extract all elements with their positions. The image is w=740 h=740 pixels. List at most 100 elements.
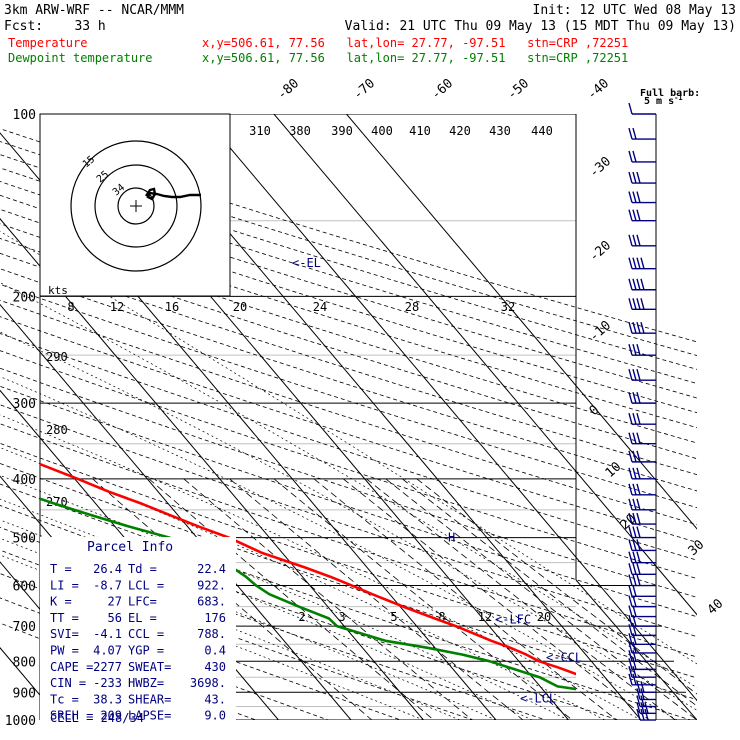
- parcel-field: 38.3: [93, 692, 122, 706]
- mixing-ratio-line: [92, 478, 373, 720]
- wind-barb: [628, 150, 656, 163]
- mixing-ratio-label: 24: [313, 300, 327, 314]
- isotherm-label: 40: [705, 596, 727, 618]
- parcel-field: CIN =: [50, 676, 86, 690]
- parcel-field: 56: [108, 611, 122, 625]
- wind-barb: [628, 234, 656, 247]
- wind-barb: [628, 369, 656, 381]
- parcel-field: 430: [204, 660, 226, 674]
- wind-barb: [636, 681, 656, 693]
- parcel-field: T =: [50, 562, 72, 576]
- wind-barb: [636, 688, 656, 701]
- hodograph-trace: [145, 187, 201, 201]
- isotherm-label: -10: [587, 318, 614, 345]
- mixing-ratio-label-low: 3: [338, 610, 345, 624]
- pressure-tick-label: 300: [13, 397, 36, 412]
- wind-barb: [628, 278, 656, 291]
- hodograph-inset: 15 25 34 kts: [39, 113, 231, 297]
- parcel-field: 43.: [204, 692, 226, 706]
- pressure-tick-label: 100: [13, 108, 36, 123]
- parcel-field: 788.: [197, 627, 226, 641]
- forecast-hour: Fcst: 33 h: [4, 19, 106, 34]
- el-marker: <-EL: [292, 256, 321, 270]
- parcel-field: 209: [100, 709, 122, 723]
- barb-key-title: Full barb:: [640, 88, 700, 99]
- parcel-field: 4.07: [93, 644, 122, 658]
- dry-adiabat-label: 280: [46, 423, 68, 437]
- init-time: Init: 12 UTC Wed 08 May 13: [533, 3, 737, 18]
- wind-barb: [628, 413, 656, 425]
- theta-e-label: 440: [531, 124, 553, 138]
- hodo-unit-label: kts: [48, 284, 68, 297]
- mixing-ratio-line: [366, 478, 676, 720]
- mixing-ratio-label-low: 2: [298, 610, 305, 624]
- pressure-tick-label: 500: [13, 532, 36, 547]
- dewpoint-profile: [40, 497, 576, 691]
- parcel-field: LI =: [50, 578, 79, 592]
- wind-barb: [628, 512, 656, 525]
- wind-barb: [628, 322, 656, 334]
- wind-barb: [628, 127, 656, 140]
- dry-adiabat: [0, 404, 697, 638]
- moist-adiabat: [0, 231, 697, 665]
- isotherm-label: -70: [351, 76, 378, 103]
- parcel-field: 0.4: [204, 644, 226, 658]
- pressure-tick-label: 200: [13, 290, 36, 305]
- parcel-field: 22.4: [197, 562, 226, 576]
- wind-barb: [628, 191, 656, 204]
- isotherm-label: 30: [686, 537, 708, 559]
- wind-barb: [636, 708, 656, 721]
- wind-barb: [628, 432, 656, 445]
- wind-barb: [628, 257, 656, 270]
- lcl-marker: <-LCL: [520, 692, 556, 706]
- isotherm-label: -80: [275, 76, 302, 103]
- isotherm-label: -40: [585, 76, 612, 103]
- mixing-ratio-label: 28: [405, 300, 419, 314]
- pressure-tick-label: 600: [13, 580, 36, 595]
- dry-adiabat: [0, 463, 697, 701]
- temperature-profile: [40, 462, 576, 676]
- wind-barb: [628, 574, 656, 587]
- wind-barb: [628, 658, 656, 671]
- mixing-ratio-line: [273, 478, 573, 720]
- theta-e-label: 430: [489, 124, 511, 138]
- moist-adiabat: [0, 282, 697, 689]
- mixing-ratio-line: [183, 478, 473, 720]
- mixing-ratio-label-low: 8: [438, 610, 445, 624]
- parcel-field: SHEAR=: [128, 692, 171, 706]
- isotherm-label: -20: [587, 238, 614, 265]
- theta-e-label: 310: [249, 124, 271, 138]
- theta-e-label: 390: [331, 124, 353, 138]
- wind-barb: [628, 391, 656, 404]
- parcel-field: TT =: [50, 611, 79, 625]
- wind-barb: [628, 539, 656, 552]
- parcel-field: 2277: [93, 660, 122, 674]
- pressure-tick-label: 900: [13, 686, 36, 701]
- parcel-cell: CELL = 248/34: [50, 711, 144, 725]
- parcel-field: 27: [108, 595, 122, 609]
- dry-adiabat: [0, 208, 697, 429]
- wind-barb: [628, 209, 656, 222]
- ccl-marker: <-CCL: [546, 650, 582, 664]
- parcel-field: 683.: [197, 595, 226, 609]
- parcel-field: 176: [204, 611, 226, 625]
- mixing-ratio-label: 32: [501, 300, 515, 314]
- wind-barb: [628, 666, 656, 678]
- wind-barb: [628, 102, 656, 115]
- theta-e-label: 410: [409, 124, 431, 138]
- wind-barb: [628, 595, 656, 608]
- mixing-ratio-label-low: 12: [478, 610, 492, 624]
- temperature-location: x,y=506.61, 77.56 lat,lon= 27.77, -97.51…: [202, 36, 628, 50]
- theta-e-label: 380: [289, 124, 311, 138]
- parcel-field: -4.1: [93, 627, 122, 641]
- parcel-field: Td =: [128, 562, 157, 576]
- parcel-field: -8.7: [93, 578, 122, 592]
- wind-barb: [628, 585, 656, 598]
- wind-barb: [628, 467, 656, 480]
- valid-time: Valid: 21 UTC Thu 09 May 13 (15 MDT Thu …: [345, 19, 736, 34]
- isotherm: [273, 114, 697, 616]
- parcel-field: SVI=: [50, 627, 79, 641]
- wind-barb: [628, 526, 656, 539]
- theta-e-label: 400: [371, 124, 393, 138]
- parcel-info-title: Parcel Info: [87, 540, 173, 555]
